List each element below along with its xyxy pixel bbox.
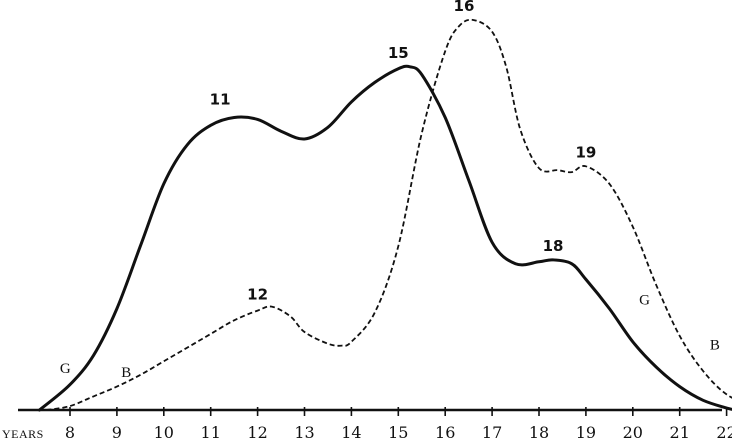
peak-label: 19 xyxy=(575,143,596,161)
x-tick-labels: 8 9 10 11 12 13 14 15 16 17 18 19 20 21 22 xyxy=(65,423,732,442)
x-tick-label: 11 xyxy=(201,423,221,442)
x-tick-label: 8 xyxy=(65,423,75,442)
curves-layer xyxy=(38,18,732,412)
x-tick-label: 9 xyxy=(112,423,122,442)
series-labels: G B G B xyxy=(60,293,720,381)
series-line-b xyxy=(46,18,732,411)
series-label: B xyxy=(710,338,720,354)
x-tick-label: 13 xyxy=(294,423,314,442)
series-label: G xyxy=(60,361,71,377)
x-ticks xyxy=(69,407,728,416)
x-tick-label: 18 xyxy=(529,423,549,442)
x-tick-label: 12 xyxy=(247,423,267,442)
peak-label: 18 xyxy=(543,237,564,255)
x-tick-label: 19 xyxy=(576,423,596,442)
x-tick-label: 16 xyxy=(435,423,455,442)
x-tick-label: 14 xyxy=(341,423,361,442)
x-tick-label: 10 xyxy=(154,423,174,442)
series-label: G xyxy=(639,293,650,309)
peak-label: 12 xyxy=(247,286,268,304)
x-tick-label: 21 xyxy=(670,423,690,442)
peak-label: 16 xyxy=(454,0,475,15)
peak-label: 15 xyxy=(388,44,409,62)
x-tick-label: 15 xyxy=(388,423,408,442)
x-tick-label: 20 xyxy=(623,423,643,442)
series-label: B xyxy=(121,365,131,381)
x-tick-label: 22 xyxy=(716,423,732,442)
series-line-g xyxy=(38,64,732,412)
x-tick-label: 17 xyxy=(482,423,502,442)
peak-annotations: 11 15 18 12 16 19 xyxy=(210,0,597,304)
peak-label: 11 xyxy=(210,91,231,109)
x-axis-title: YEARS xyxy=(2,427,44,441)
